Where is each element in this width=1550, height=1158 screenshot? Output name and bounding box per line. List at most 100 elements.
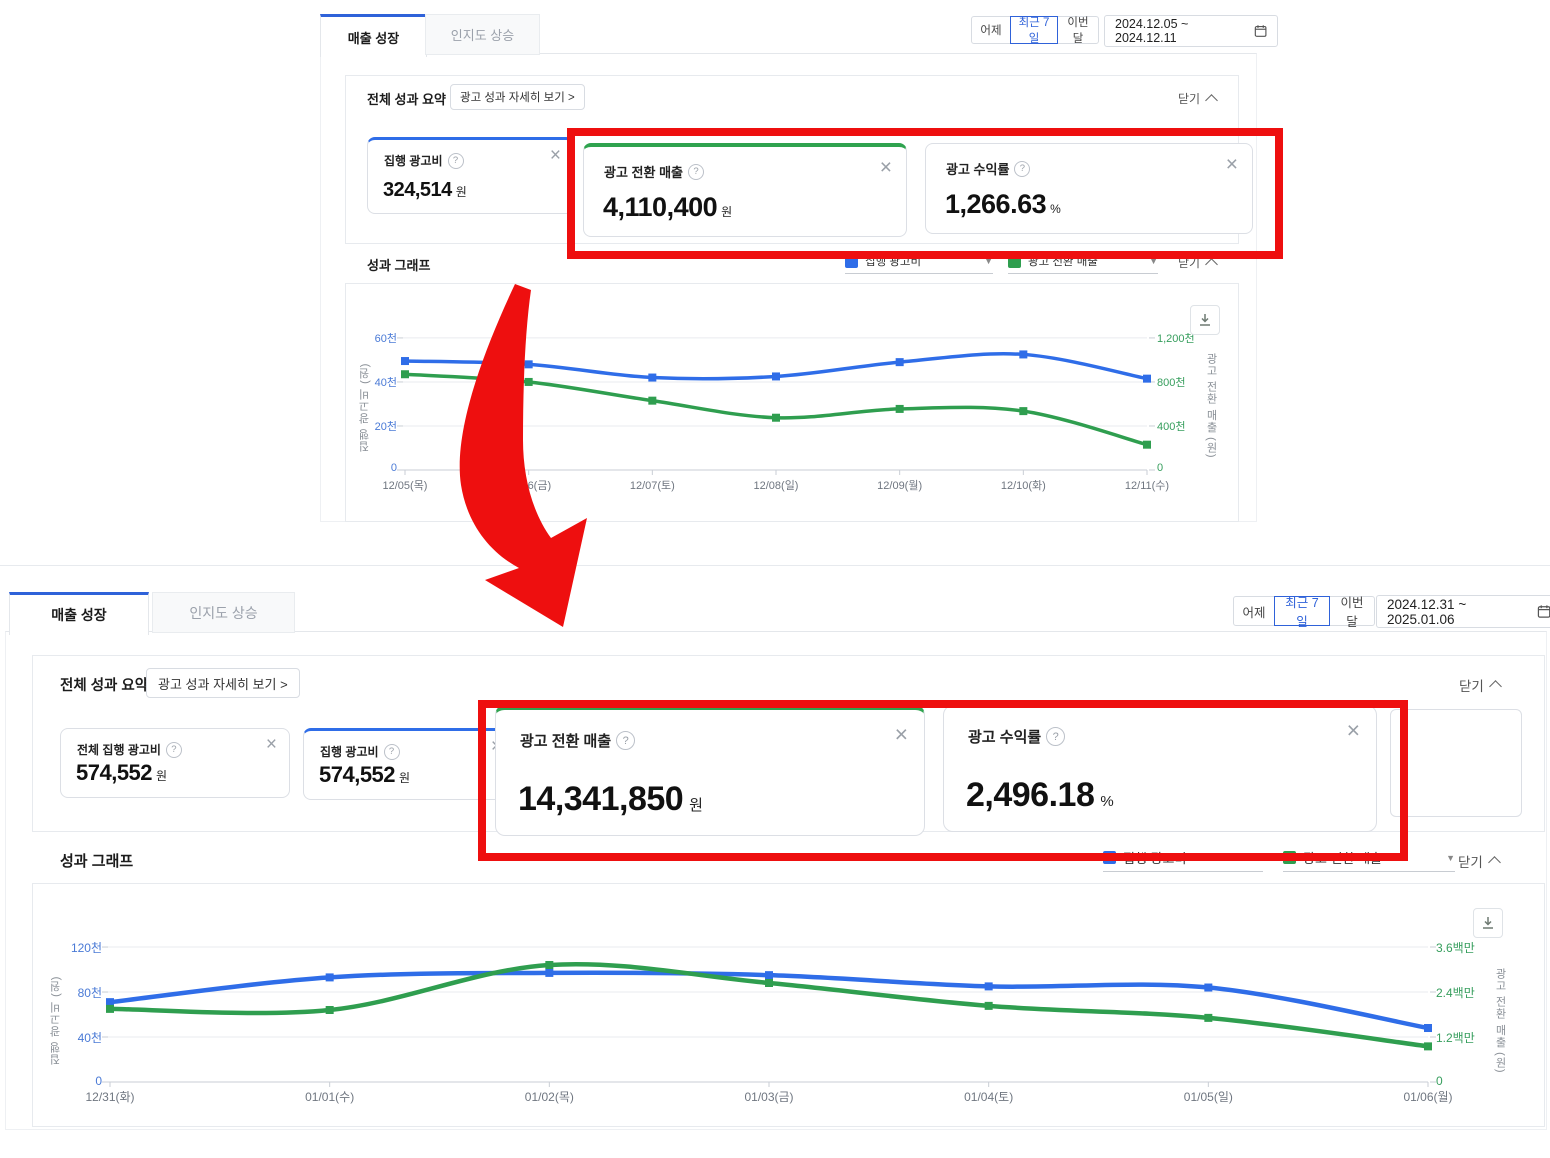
summary-title-bottom: 전체 성과 요약: [60, 678, 149, 694]
metric-value: 574,552: [319, 762, 396, 787]
metric-value: 324,514: [383, 179, 452, 201]
download-button[interactable]: [1473, 908, 1503, 938]
help-icon[interactable]: ?: [1014, 160, 1031, 177]
performance-chart-before: 집행 광고비 (원) 광고 전환 매출 (원) 0 20천 40천 60천 0 400천 8…: [345, 285, 1235, 517]
preset-last7days-bottom[interactable]: 최근 7일: [1274, 596, 1330, 629]
preset-label: 최근 7일: [1285, 596, 1319, 629]
tab-label: 인지도 상승: [450, 28, 515, 43]
card-ad-conversion-sales-bottom: 광고 전환 매출? × 14,341,850 원: [495, 705, 925, 836]
collapse-label: 닫기: [1458, 855, 1483, 870]
chevron-up-icon: [1205, 93, 1218, 107]
collapse-summary-top[interactable]: 닫기: [1178, 90, 1218, 107]
help-icon[interactable]: ?: [616, 731, 636, 750]
detail-label: 광고 성과 자세히 보기 >: [158, 676, 288, 692]
preset-last7days-top[interactable]: 최근 7일: [1010, 16, 1058, 45]
metric-label: 광고 수익률: [946, 162, 1010, 177]
metric-label: 집행 광고비: [384, 154, 443, 168]
chevron-down-icon: ▼: [1254, 852, 1263, 863]
metric-value: 4,110,400: [603, 192, 718, 222]
tab-label: 매출 성장: [347, 30, 400, 46]
tab-sales-growth-bottom[interactable]: 매출 성장: [9, 592, 149, 635]
download-icon: [1483, 917, 1493, 929]
preset-label: 이번달: [1340, 596, 1364, 629]
metric-unit: 원: [455, 185, 467, 199]
help-icon[interactable]: ?: [447, 152, 464, 169]
help-icon[interactable]: ?: [687, 163, 704, 180]
preset-thismonth-top[interactable]: 이번달: [1057, 16, 1099, 45]
chevron-down-icon: ▼: [984, 256, 993, 266]
collapse-graph-top[interactable]: 닫기: [1178, 254, 1218, 271]
preset-thismonth-bottom[interactable]: 이번달: [1329, 596, 1375, 629]
summary-title-top: 전체 성과 요약: [367, 92, 446, 107]
date-range-picker-bottom[interactable]: 2024.12.31 ~ 2025.01.06: [1376, 595, 1550, 628]
tab-awareness-bottom[interactable]: 인지도 상승: [152, 592, 295, 633]
calendar-icon: [1254, 25, 1267, 37]
tab-label: 매출 성장: [51, 607, 107, 623]
metric-value: 1,266.63: [945, 189, 1047, 219]
close-icon[interactable]: ×: [1225, 153, 1238, 176]
metric-unit: 원: [721, 205, 733, 219]
partial-metric-card: [1390, 709, 1522, 817]
legend-dropdown-spend-bottom[interactable]: 집행 광고비 ▼: [1103, 844, 1263, 872]
tab-sales-growth-top[interactable]: 매출 성장: [320, 14, 427, 57]
legend-label: 집행 광고비: [865, 256, 922, 268]
detail-label: 광고 성과 자세히 보기 >: [460, 92, 575, 104]
y-axis-label-left: 집행 광고비 (원): [50, 975, 62, 1066]
section-divider: [0, 565, 1550, 566]
card-total-ad-spend-bottom: 전체 집행 광고비? × 574,552 원: [60, 728, 290, 798]
close-icon[interactable]: ×: [879, 156, 892, 179]
card-ad-conversion-sales-top: 광고 전환 매출? × 4,110,400 원: [583, 143, 907, 237]
metric-label: 광고 수익률: [968, 729, 1042, 746]
preset-label: 이번달: [1067, 17, 1089, 45]
legend-dropdown-sales-top[interactable]: 광고 전환 매출 ▼: [1008, 249, 1158, 274]
chevron-up-icon: [1205, 257, 1218, 271]
metric-unit: 원: [156, 769, 168, 783]
help-icon[interactable]: ?: [1046, 727, 1066, 746]
legend-label: 광고 전환 매출: [1303, 851, 1382, 866]
legend-swatch-blue: [845, 254, 858, 268]
collapse-label: 닫기: [1178, 92, 1201, 106]
metric-label: 전체 집행 광고비: [77, 743, 161, 757]
preset-label: 어제: [1242, 605, 1266, 620]
metric-value: 14,341,850: [518, 780, 684, 818]
metric-value: 574,552: [76, 760, 153, 785]
card-ad-roas-bottom: 광고 수익률? × 2,496.18%: [943, 705, 1377, 832]
legend-label: 광고 전환 매출: [1028, 256, 1098, 268]
tab-label: 인지도 상승: [189, 604, 258, 621]
collapse-label: 닫기: [1178, 256, 1201, 270]
legend-dropdown-sales-bottom[interactable]: 광고 전환 매출 ▼: [1283, 844, 1455, 872]
legend-label: 집행 광고비: [1123, 851, 1187, 866]
help-icon[interactable]: ?: [165, 741, 182, 758]
close-icon[interactable]: ×: [549, 145, 561, 166]
collapse-summary-bottom[interactable]: 닫기: [1459, 675, 1502, 695]
collapse-graph-bottom[interactable]: 닫기: [1458, 851, 1501, 871]
chevron-up-icon: [1488, 680, 1502, 693]
card-ad-roas-top: 광고 수익률? × 1,266.63%: [925, 143, 1253, 234]
help-icon[interactable]: ?: [383, 743, 400, 760]
calendar-icon: [1537, 605, 1550, 618]
metric-label: 광고 전환 매출: [520, 733, 612, 750]
preset-label: 어제: [980, 25, 1002, 37]
legend-swatch-green: [1283, 851, 1296, 864]
metric-unit: 원: [689, 797, 703, 814]
date-range-text: 2024.12.05 ~ 2024.12.11: [1115, 17, 1189, 45]
chevron-up-icon: [1487, 856, 1501, 869]
chevron-down-icon: ▼: [1446, 852, 1455, 863]
close-icon[interactable]: ×: [1346, 717, 1360, 743]
ad-detail-button-bottom[interactable]: 광고 성과 자세히 보기 >: [146, 668, 300, 698]
close-icon[interactable]: ×: [265, 734, 277, 755]
date-range-picker-top[interactable]: 2024.12.05 ~ 2024.12.11: [1104, 15, 1278, 47]
performance-chart-after: 집행 광고비 (원) 광고 전환 매출 (원) 0 40천 80천 120천 0 1.2백…: [32, 885, 1543, 1123]
preset-yesterday-top[interactable]: 어제: [971, 16, 1011, 44]
legend-dropdown-spend-top[interactable]: 집행 광고비 ▼: [845, 249, 993, 274]
close-icon[interactable]: ×: [894, 721, 908, 747]
y-axis-label-right: 광고 전환 매출 (원): [1494, 967, 1506, 1074]
metric-value: 2,496.18: [966, 776, 1095, 814]
preset-yesterday-bottom[interactable]: 어제: [1233, 596, 1275, 626]
download-button[interactable]: [1190, 305, 1220, 335]
ad-detail-button-top[interactable]: 광고 성과 자세히 보기 >: [450, 84, 585, 110]
collapse-label: 닫기: [1459, 679, 1484, 694]
tab-awareness-top[interactable]: 인지도 상승: [425, 14, 540, 55]
